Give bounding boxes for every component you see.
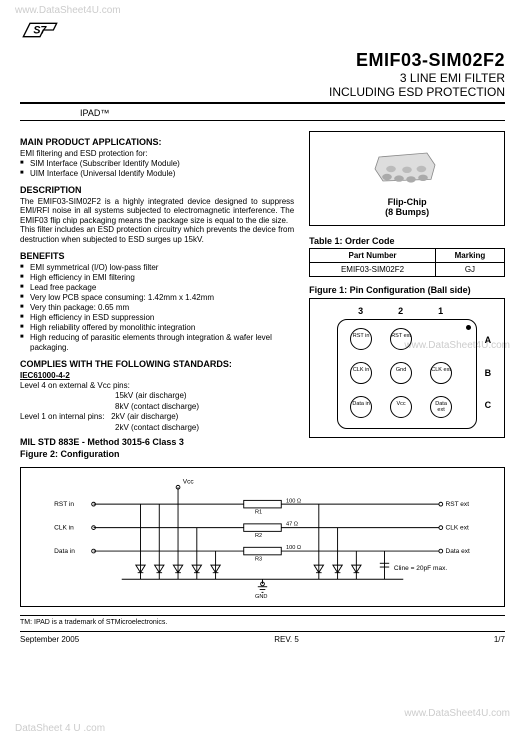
footer-rev: REV. 5 [274, 635, 299, 644]
description-heading: DESCRIPTION [20, 185, 294, 195]
th-part: Part Number [310, 249, 436, 263]
vcc-label: Vcc [183, 478, 195, 485]
svg-text:CLK in: CLK in [54, 524, 74, 531]
package-name: Flip-Chip [315, 197, 499, 207]
svg-text:100 Ω: 100 Ω [286, 498, 301, 504]
benefit-item: High reducing of parasitic elements thro… [20, 333, 294, 353]
svg-text:R3: R3 [255, 556, 262, 562]
subtitle-line1: 3 LINE EMI FILTER [20, 71, 505, 85]
svg-text:Data in: Data in [54, 548, 75, 555]
pin-config-diagram: 3 2 1 A B C RST in RST ext CLK in Gnd CL… [309, 298, 505, 438]
st-logo: S7 [20, 15, 505, 45]
iec-level4: Level 4 on external & Vcc pins: [20, 381, 294, 391]
part-number: EMIF03-SIM02F2 [20, 50, 505, 71]
svg-text:R2: R2 [255, 533, 262, 539]
td-part: EMIF03-SIM02F2 [310, 263, 436, 277]
ball-b1: CLK ext [430, 362, 452, 384]
app-item: UIM Interface (Universal Identify Module… [20, 169, 294, 179]
svg-text:47 Ω: 47 Ω [286, 522, 298, 528]
svg-text:CLK ext: CLK ext [446, 524, 469, 531]
iec-l4-label: Level 4 on external & Vcc pins: [20, 381, 130, 390]
figure2-schematic: Vcc RST in 100 Ω R1 RST ext CLK in 47 Ω R2… [20, 467, 505, 607]
ball-c1: Data ext [430, 396, 452, 418]
svg-text:GND: GND [255, 594, 268, 598]
app-item: SIM Interface (Subscriber Identify Modul… [20, 159, 294, 169]
svg-text:Data ext: Data ext [446, 548, 471, 555]
iec-l4-air: 15kV (air discharge) [20, 391, 294, 401]
applications-heading: MAIN PRODUCT APPLICATIONS: [20, 137, 294, 147]
orientation-dot [466, 325, 471, 330]
td-marking: GJ [435, 263, 504, 277]
svg-text:S7: S7 [33, 24, 47, 36]
benefit-item: High efficiency in ESD suppression [20, 313, 294, 323]
watermark-top-left: www.DataSheet4U.com [15, 5, 121, 16]
iec-l4-contact: 8kV (contact discharge) [20, 402, 294, 412]
iec-l1-air: 2kV (air discharge) [111, 412, 178, 421]
benefit-item: Very thin package: 0.65 mm [20, 303, 294, 313]
benefit-item: EMI symmetrical (I/O) low-pass filter [20, 263, 294, 273]
flip-chip-icon [367, 140, 447, 190]
col-2: 2 [398, 306, 403, 316]
ball-c2: Vcc [390, 396, 412, 418]
benefits-heading: BENEFITS [20, 251, 294, 261]
iec-level1: Level 1 on internal pins: 2kV (air disch… [20, 412, 294, 422]
benefit-item: High efficiency in EMI filtering [20, 273, 294, 283]
table1-title: Table 1: Order Code [309, 236, 505, 246]
svg-text:RST in: RST in [54, 501, 74, 508]
row-c: C [485, 400, 492, 410]
svg-text:RST ext: RST ext [446, 501, 470, 508]
package-box: Flip-Chip (8 Bumps) [309, 131, 505, 226]
iec-l1-label: Level 1 on internal pins: [20, 412, 105, 421]
col-1: 1 [438, 306, 443, 316]
ball-a3: RST in [350, 328, 372, 350]
ball-b2: Gnd [390, 362, 412, 384]
benefit-item: High reliability offered by monolithic i… [20, 323, 294, 333]
svg-text:100 Ω: 100 Ω [286, 545, 301, 551]
title-block: EMIF03-SIM02F2 3 LINE EMI FILTER INCLUDI… [20, 50, 505, 104]
mil-std: MIL STD 883E - Method 3015-6 Class 3 [20, 437, 294, 447]
watermark-bottom-left: DataSheet 4 U .com [15, 723, 105, 734]
subtitle-line2: INCLUDING ESD PROTECTION [20, 85, 505, 99]
iec-title: IEC61000-4-2 [20, 371, 294, 381]
row-a: A [485, 335, 492, 345]
applications-intro: EMI filtering and ESD protection for: [20, 149, 294, 159]
row-b: B [485, 368, 492, 378]
footer-date: September 2005 [20, 635, 79, 644]
footer-row: September 2005 REV. 5 1/7 [20, 631, 505, 644]
th-marking: Marking [435, 249, 504, 263]
ball-a2: RST ext [390, 328, 412, 350]
standards-heading: COMPLIES WITH THE FOLLOWING STANDARDS: [20, 359, 294, 369]
watermark-bottom-right: www.DataSheet4U.com [404, 708, 510, 719]
benefit-item: Lead free package [20, 283, 294, 293]
ball-c3: Data in [350, 396, 372, 418]
iec-l1-contact: 2kV (contact discharge) [20, 423, 294, 433]
description-text: The EMIF03-SIM02F2 is a highly integrate… [20, 197, 294, 245]
ipad-line: IPAD™ [20, 106, 505, 121]
applications-list: SIM Interface (Subscriber Identify Modul… [20, 159, 294, 179]
ball-b3: CLK in [350, 362, 372, 384]
package-bumps: (8 Bumps) [315, 207, 499, 217]
benefits-list: EMI symmetrical (I/O) low-pass filter Hi… [20, 263, 294, 353]
ipad-trademark: IPAD™ [80, 108, 109, 118]
trademark-note: TM: IPAD is a trademark of STMicroelectr… [20, 615, 505, 626]
col-3: 3 [358, 306, 363, 316]
figure2-title: Figure 2: Configuration [20, 449, 294, 459]
svg-text:R1: R1 [255, 509, 262, 515]
svg-text:Cline = 20pF max.: Cline = 20pF max. [394, 565, 447, 572]
footer-page: 1/7 [494, 635, 505, 644]
figure1-title: Figure 1: Pin Configuration (Ball side) [309, 285, 505, 295]
order-code-table: Part NumberMarking EMIF03-SIM02F2GJ [309, 248, 505, 277]
benefit-item: Very low PCB space consuming: 1.42mm x 1… [20, 293, 294, 303]
